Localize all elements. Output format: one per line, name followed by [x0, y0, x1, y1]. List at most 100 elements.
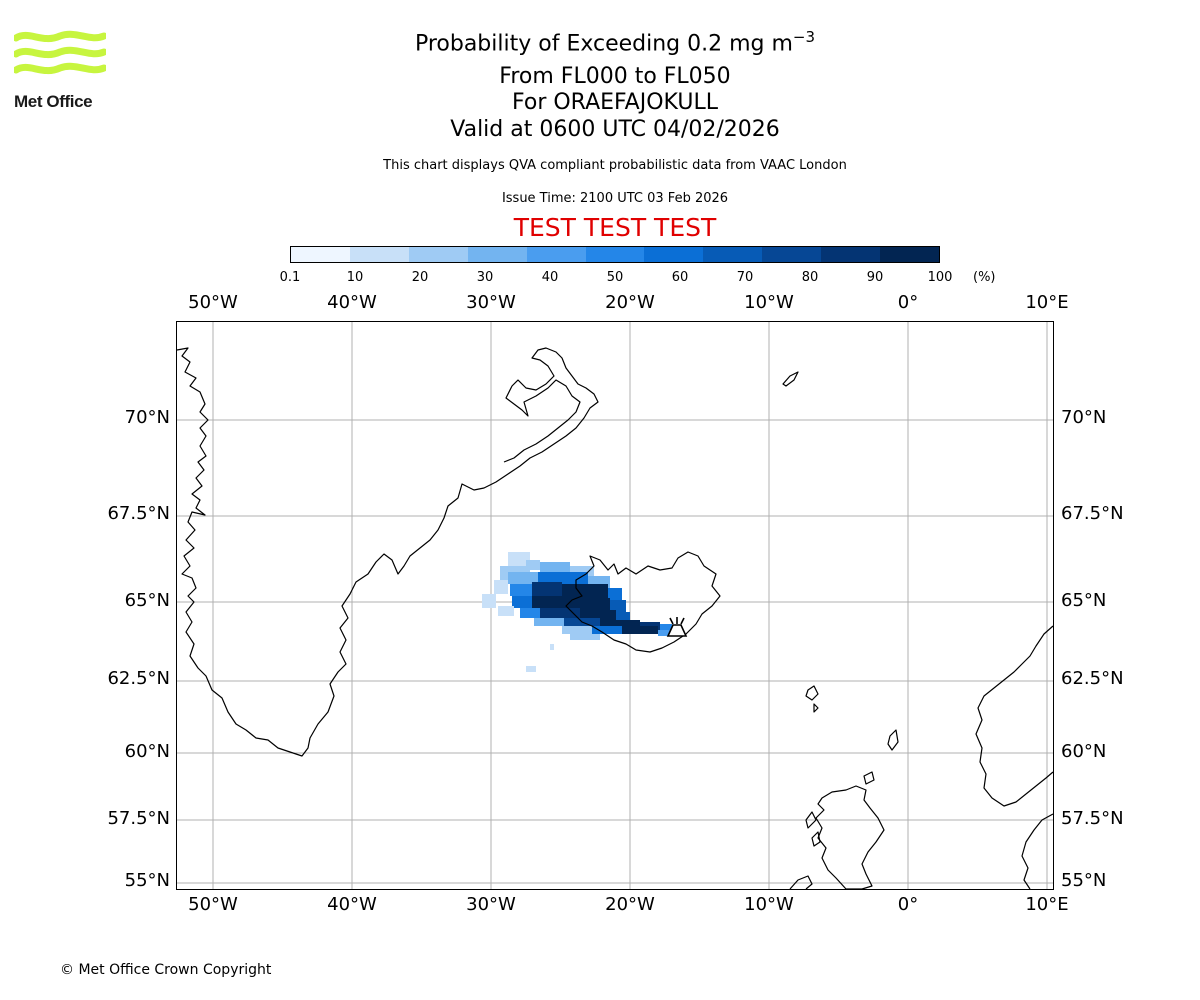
volcano-icon: [666, 617, 688, 637]
lon-label-top-10w: 10°W: [744, 292, 794, 313]
scotland-coastline: [815, 785, 885, 890]
ireland-coastline: [789, 875, 813, 890]
colorbar-swatch-7: [703, 247, 763, 262]
lon-label-bottom-50w: 50°W: [188, 894, 238, 915]
colorbar-tick-2: 20: [411, 270, 429, 285]
ash-cell-18: [498, 606, 514, 616]
lat-label-right-57-5n: 57.5°N: [1061, 808, 1124, 829]
lat-label-right-67-5n: 67.5°N: [1061, 503, 1124, 524]
ash-cell-29: [592, 626, 622, 634]
ash-cell-17: [610, 600, 626, 612]
ash-cell-0: [508, 552, 530, 566]
lat-label-left-62-5n: 62.5°N: [107, 668, 170, 689]
colorbar-tick-10: 100: [927, 270, 953, 285]
faroe-islands-coastline: [805, 685, 819, 713]
colorbar-swatch-4: [526, 247, 586, 262]
test-banner: TEST TEST TEST: [513, 213, 717, 242]
ash-cell-23: [534, 618, 564, 626]
ash-cell-5: [540, 562, 570, 572]
lon-label-top-0: 0°: [897, 292, 919, 313]
colorbar-tick-6: 60: [671, 270, 689, 285]
ash-cell-3: [482, 594, 496, 608]
colorbar-tick-5: 50: [606, 270, 624, 285]
lat-label-right-60n: 60°N: [1061, 741, 1107, 762]
ash-cell-20: [540, 608, 580, 618]
colorbar-tick-0: 0.1: [279, 270, 301, 285]
colorbar-tick-7: 70: [736, 270, 754, 285]
colorbar-swatch-2: [408, 247, 468, 262]
hebrides-coastline: [805, 811, 821, 847]
chart-title: Probability of Exceeding 0.2 mg m−3: [414, 28, 816, 57]
ash-cell-12: [562, 584, 608, 598]
ash-cell-15: [532, 596, 562, 608]
lat-label-left-57-5n: 57.5°N: [107, 808, 170, 829]
lon-label-bottom-10e: 10°E: [1025, 894, 1069, 915]
ash-cell-34: [550, 644, 554, 650]
ash-cell-10: [510, 584, 532, 596]
lon-label-top-10e: 10°E: [1025, 292, 1069, 313]
colorbar-tick-3: 30: [476, 270, 494, 285]
colorbar-swatch-0: [291, 247, 350, 262]
lat-label-left-67-5n: 67.5°N: [107, 503, 170, 524]
ash-cell-30: [622, 626, 658, 634]
denmark-coastline: [1021, 813, 1054, 890]
issue-time: Issue Time: 2100 UTC 03 Feb 2026: [501, 191, 729, 206]
logo-text: Met Office: [14, 92, 93, 111]
chart-description: This chart displays QVA compliant probab…: [383, 158, 847, 173]
colorbar-tick-1: 10: [346, 270, 364, 285]
ash-cell-13: [608, 588, 622, 600]
lon-label-top-40w: 40°W: [327, 292, 377, 313]
colorbar: [290, 246, 940, 263]
lon-label-bottom-40w: 40°W: [327, 894, 377, 915]
colorbar-tick-8: 80: [801, 270, 819, 285]
ash-cell-4: [526, 560, 540, 570]
colorbar-swatch-10: [880, 247, 939, 262]
map-frame: [176, 321, 1054, 890]
ash-cell-11: [532, 582, 562, 596]
colorbar-swatch-3: [467, 247, 527, 262]
ash-cell-27: [660, 624, 672, 632]
orkney-coastline: [863, 771, 875, 785]
shetland-coastline: [887, 729, 899, 751]
colorbar-swatch-8: [762, 247, 822, 262]
lon-label-top-30w: 30°W: [466, 292, 516, 313]
lat-label-left-55n: 55°N: [124, 870, 170, 891]
ash-cell-14: [512, 596, 532, 608]
lon-label-bottom-20w: 20°W: [605, 894, 655, 915]
volcano-name: For ORAEFAJOKULL: [512, 90, 718, 115]
colorbar-swatch-6: [644, 247, 704, 262]
lon-label-bottom-10w: 10°W: [744, 894, 794, 915]
lon-label-bottom-30w: 30°W: [466, 894, 516, 915]
ash-cell-22: [616, 612, 630, 622]
lon-label-bottom-0: 0°: [897, 894, 919, 915]
colorbar-unit: (%): [973, 270, 996, 285]
ash-cell-25: [600, 620, 640, 628]
copyright-notice: © Met Office Crown Copyright: [60, 962, 272, 978]
colorbar-swatch-1: [349, 247, 409, 262]
flight-levels: From FL000 to FL050: [499, 64, 731, 89]
ash-cell-31: [658, 630, 672, 636]
colorbar-tick-9: 90: [866, 270, 884, 285]
lon-label-top-20w: 20°W: [605, 292, 655, 313]
ash-cell-2: [494, 580, 508, 594]
lat-label-right-62-5n: 62.5°N: [1061, 668, 1124, 689]
ash-cell-16: [562, 598, 610, 610]
lat-label-left-65n: 65°N: [124, 590, 170, 611]
colorbar-swatch-9: [821, 247, 881, 262]
greenland-coastline: [176, 347, 599, 757]
colorbar-tick-4: 40: [541, 270, 559, 285]
ash-plume: [482, 552, 672, 672]
lat-label-right-55n: 55°N: [1061, 870, 1107, 891]
colorbar-swatch-5: [585, 247, 645, 262]
lat-label-right-65n: 65°N: [1061, 590, 1107, 611]
norway-coastline: [975, 625, 1054, 807]
ash-cell-7: [508, 572, 538, 584]
jan-mayen-coastline: [782, 371, 799, 387]
ash-cell-33: [526, 666, 536, 672]
ash-cell-32: [570, 634, 600, 640]
lat-label-left-60n: 60°N: [124, 741, 170, 762]
iceland-coastline: [565, 551, 721, 653]
ash-cell-28: [562, 626, 592, 634]
valid-time: Valid at 0600 UTC 04/02/2026: [450, 117, 780, 142]
